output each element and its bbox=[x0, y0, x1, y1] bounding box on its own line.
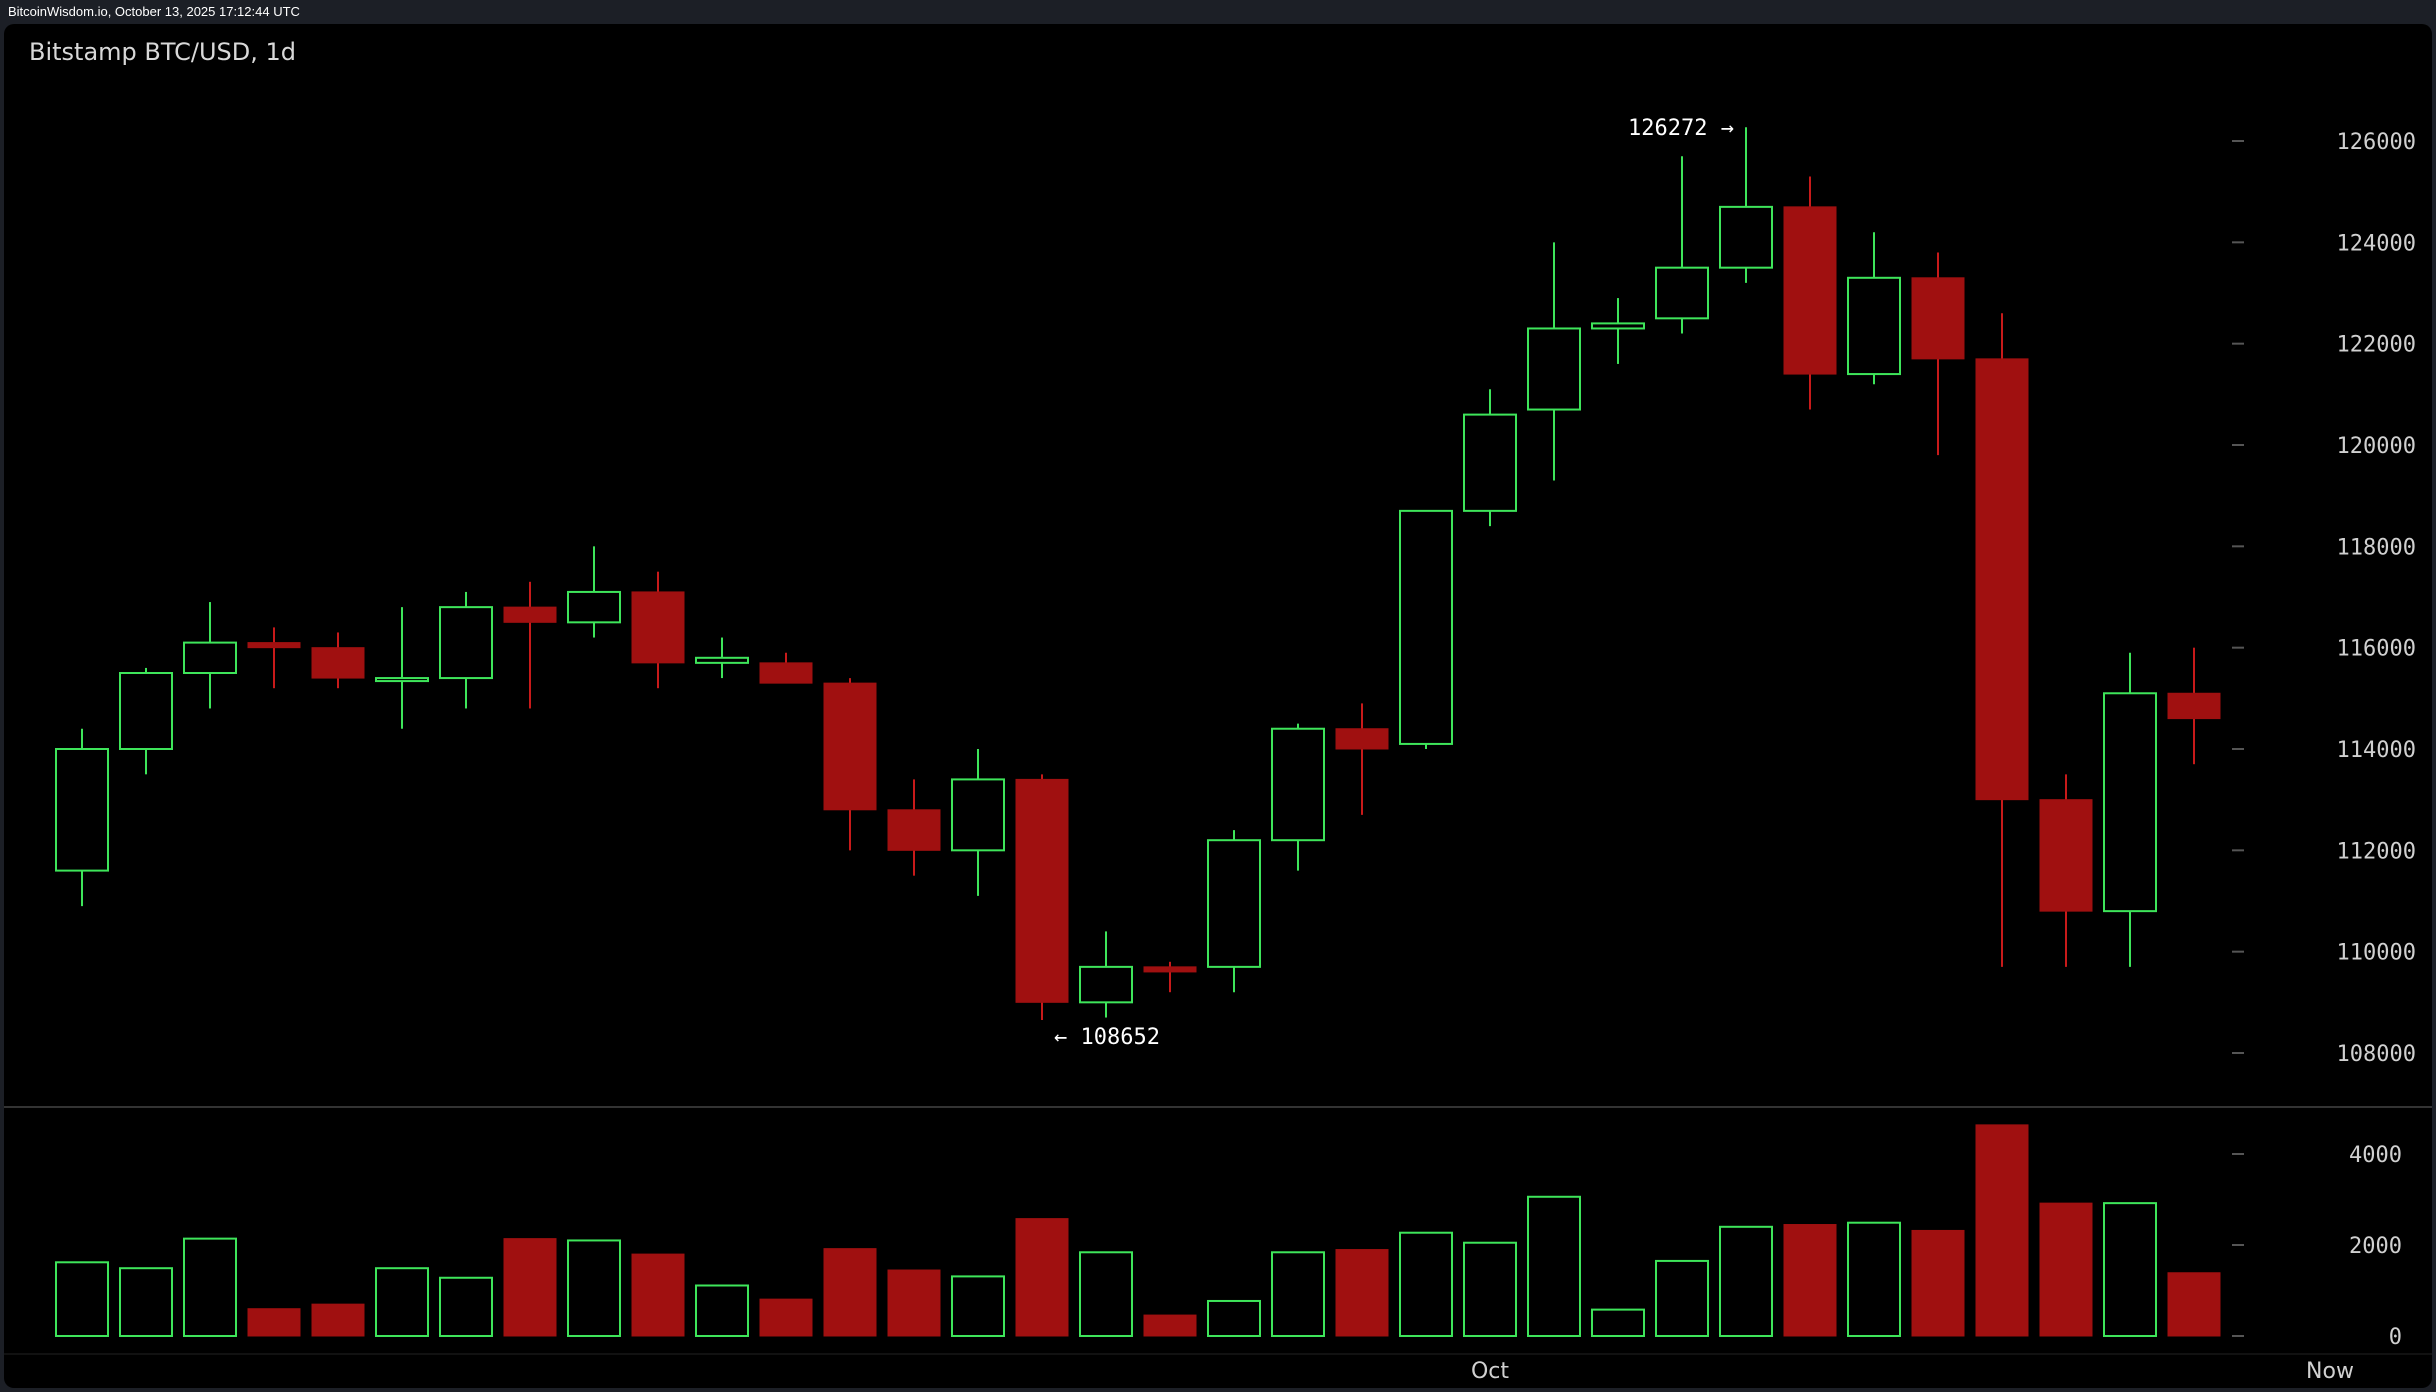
volume-bar-down bbox=[247, 1308, 301, 1337]
volume-bar-down bbox=[759, 1298, 813, 1337]
candle-body-up bbox=[1207, 839, 1261, 968]
volume-pane bbox=[55, 1124, 2221, 1338]
candle-body-up bbox=[1591, 322, 1645, 330]
volume-bar-up bbox=[183, 1237, 237, 1338]
candlestick-chart[interactable]: Bitstamp BTC/USD, 1d 1260001240001220001… bbox=[4, 24, 2432, 1388]
volume-bar-up bbox=[375, 1267, 429, 1337]
volume-bar-up bbox=[567, 1239, 621, 1337]
annotation-high: 126272 → bbox=[1628, 116, 1734, 141]
candle-body-up bbox=[1399, 509, 1453, 745]
candle-body-up bbox=[1079, 965, 1133, 1004]
volume-bar-down bbox=[887, 1269, 941, 1337]
candle-body-down bbox=[1911, 277, 1965, 360]
candle-body-down bbox=[1015, 778, 1069, 1003]
candle-body-up bbox=[439, 606, 493, 680]
candle-body-up bbox=[1527, 327, 1581, 411]
time-axis: Oct Now bbox=[1471, 1359, 2354, 1384]
chart-title: Bitstamp BTC/USD, 1d bbox=[29, 38, 296, 66]
candle-body-up bbox=[951, 778, 1005, 852]
candle-body-up bbox=[567, 590, 621, 624]
volume-bar-down bbox=[1783, 1224, 1837, 1337]
timestamp-label: BitcoinWisdom.io, October 13, 2025 17:12… bbox=[8, 4, 300, 19]
volume-bar-down bbox=[2167, 1272, 2221, 1337]
volume-bar-up bbox=[695, 1284, 749, 1337]
volume-bar-up bbox=[55, 1261, 109, 1338]
volume-bar-down bbox=[631, 1253, 685, 1337]
volume-tick-label: 4000 bbox=[2349, 1143, 2402, 1168]
chart-panel[interactable]: Bitstamp BTC/USD, 1d 126000 124000 122000 1… bbox=[4, 24, 2432, 1388]
candle-body-up bbox=[695, 656, 749, 664]
volume-bar-up bbox=[1591, 1308, 1645, 1337]
volume-bar-up bbox=[1463, 1241, 1517, 1337]
date-label: Oct bbox=[1471, 1359, 1509, 1384]
candle-body-up bbox=[2103, 692, 2157, 913]
candle-body-down bbox=[759, 662, 813, 684]
volume-bar-up bbox=[2103, 1202, 2157, 1338]
candle-body-down bbox=[247, 642, 301, 649]
volume-bar-up bbox=[1271, 1251, 1325, 1338]
price-tick-label: 124000 bbox=[2337, 231, 2416, 256]
price-tick-label: 126000 bbox=[2337, 130, 2416, 155]
candle-body-up bbox=[1655, 266, 1709, 320]
volume-tick-label: 2000 bbox=[2349, 1234, 2402, 1259]
candle-body-down bbox=[631, 591, 685, 664]
price-tick-label: 112000 bbox=[2337, 839, 2416, 864]
candle-body-down bbox=[503, 606, 557, 623]
volume-bar-down bbox=[823, 1248, 877, 1337]
volume-bar-down bbox=[1335, 1249, 1389, 1337]
price-tick-label: 122000 bbox=[2337, 333, 2416, 358]
volume-bar-up bbox=[951, 1275, 1005, 1338]
volume-bar-down bbox=[2039, 1202, 2093, 1337]
price-axis: 126000 124000 122000 120000 118000 116000 1140… bbox=[2232, 130, 2416, 1067]
volume-bar-up bbox=[1079, 1251, 1133, 1338]
candle-body-up bbox=[1271, 727, 1325, 842]
candle-body-down bbox=[311, 647, 365, 679]
candle-body-down bbox=[887, 809, 941, 851]
candle-body-up bbox=[119, 672, 173, 750]
volume-bar-down bbox=[311, 1303, 365, 1337]
price-tick-label: 118000 bbox=[2337, 535, 2416, 560]
volume-bar-up bbox=[1399, 1231, 1453, 1337]
volume-bar-up bbox=[1207, 1299, 1261, 1337]
candle-body-down bbox=[823, 682, 877, 811]
volume-bar-up bbox=[1847, 1221, 1901, 1337]
volume-bar-up bbox=[1719, 1225, 1773, 1338]
candle-body-up bbox=[1719, 205, 1773, 269]
volume-bar-up bbox=[1655, 1259, 1709, 1338]
date-label: Now bbox=[2306, 1359, 2354, 1384]
price-tick-label: 110000 bbox=[2337, 941, 2416, 966]
volume-bar-up bbox=[439, 1276, 493, 1338]
candle-body-down bbox=[1335, 728, 1389, 750]
volume-tick-label: 0 bbox=[2389, 1325, 2402, 1350]
candle-body-up bbox=[1847, 276, 1901, 376]
price-tick-label: 120000 bbox=[2337, 434, 2416, 459]
candle-body-up bbox=[1463, 413, 1517, 512]
top-bar: BitcoinWisdom.io, October 13, 2025 17:12… bbox=[0, 0, 2436, 24]
volume-bar-down bbox=[1015, 1218, 1069, 1337]
candle-body-up bbox=[55, 748, 109, 872]
price-tick-label: 116000 bbox=[2337, 637, 2416, 662]
price-pane bbox=[55, 127, 2221, 1020]
price-tick-label: 108000 bbox=[2337, 1042, 2416, 1067]
volume-bar-down bbox=[1911, 1229, 1965, 1337]
volume-axis: 4000 2000 0 bbox=[2232, 1143, 2402, 1350]
price-tick-label: 114000 bbox=[2337, 738, 2416, 763]
candle-body-down bbox=[1783, 206, 1837, 375]
volume-bar-down bbox=[1143, 1314, 1197, 1337]
candle-body-down bbox=[1975, 358, 2029, 801]
volume-bar-up bbox=[119, 1267, 173, 1337]
candle-body-up bbox=[375, 677, 429, 683]
annotation-low: ← 108652 bbox=[1054, 1025, 1160, 1050]
candle-body-down bbox=[2167, 692, 2221, 720]
candle-body-down bbox=[2039, 799, 2093, 912]
candle-body-down bbox=[1143, 966, 1197, 973]
volume-bar-down bbox=[1975, 1124, 2029, 1337]
volume-bar-up bbox=[1527, 1195, 1581, 1338]
candle-body-up bbox=[183, 641, 237, 674]
annotations: 126272 → ← 108652 bbox=[1054, 116, 1734, 1050]
volume-bar-down bbox=[503, 1238, 557, 1337]
